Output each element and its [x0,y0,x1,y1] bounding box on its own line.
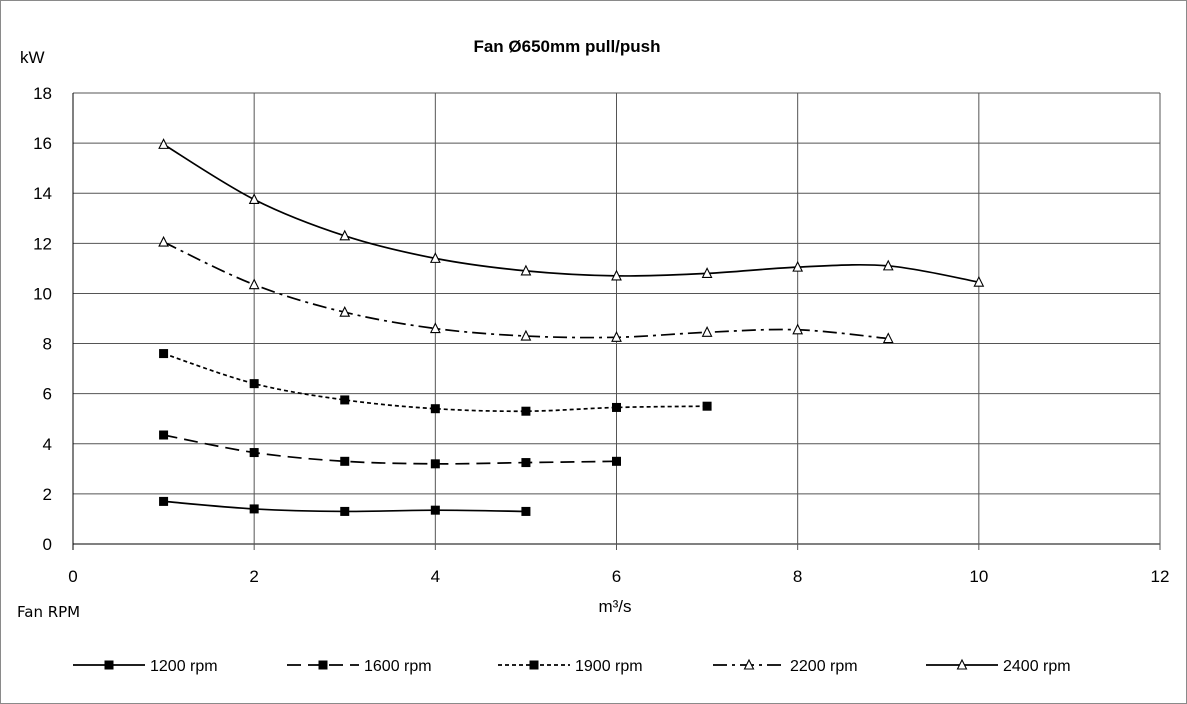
y-tick-label: 4 [43,435,52,454]
data-point [250,448,259,457]
legend-item: 1600 rpm [287,658,432,675]
fan-rpm-note: Fan RPM [17,603,80,621]
x-tick-label: 8 [793,567,802,586]
legend-item: 2200 rpm [713,658,858,675]
series-2400-rpm [159,139,983,286]
data-point [159,139,168,148]
series-line [164,242,889,338]
data-point [431,404,440,413]
y-axis-label: kW [20,48,45,67]
data-point [703,327,712,336]
series-2200-rpm [159,237,893,342]
legend-marker [105,661,114,670]
legend-label: 2400 rpm [1003,658,1071,675]
series-group [159,139,983,516]
series-1200-rpm [159,497,530,516]
x-tick-label: 2 [249,567,258,586]
legend-item: 1900 rpm [498,658,643,675]
data-point [159,237,168,246]
x-tick-label: 10 [969,567,988,586]
series-line [164,144,979,282]
series-line [164,435,617,464]
y-tick-label: 10 [33,284,52,303]
data-point [250,280,259,289]
data-point [340,507,349,516]
data-point [521,458,530,467]
y-tick-label: 2 [43,485,52,504]
legend-marker [530,661,539,670]
y-tick-label: 14 [33,184,52,203]
y-tick-label: 16 [33,134,52,153]
data-point [612,403,621,412]
data-point [250,194,259,203]
legend-label: 1600 rpm [364,658,432,675]
legend-marker [319,661,328,670]
data-point [431,459,440,468]
y-tick-label: 12 [33,234,52,253]
data-point [340,457,349,466]
legend-label: 2200 rpm [790,658,858,675]
data-point [340,395,349,404]
data-point [521,507,530,516]
legend: 1200 rpm 1600 rpm 1900 rpm 2200 rpm 2400 rpm [73,658,1071,675]
y-tick-label: 18 [33,84,52,103]
y-tick-label: 0 [43,535,52,554]
data-point [431,506,440,515]
legend-item: 2400 rpm [926,658,1071,675]
y-tick-label: 6 [43,385,52,404]
data-point [159,497,168,506]
legend-item: 1200 rpm [73,658,218,675]
legend-label: 1200 rpm [150,658,218,675]
data-point [159,349,168,358]
legend-label: 1900 rpm [575,658,643,675]
data-point [703,402,712,411]
data-point [612,457,621,466]
data-point [521,407,530,416]
x-axis-label: m³/s [598,597,631,616]
x-tick-label: 4 [431,567,440,586]
x-tick-label: 6 [612,567,621,586]
tick-labels: 0 2 4 6 8 10 12 14 16 18 0 2 4 6 8 10 12 [33,84,1169,586]
data-point [250,379,259,388]
gridlines [73,93,1160,550]
y-tick-label: 8 [43,335,52,354]
series-1600-rpm [159,431,621,469]
data-point [250,504,259,513]
x-tick-label: 12 [1151,567,1170,586]
x-tick-label: 0 [68,567,77,586]
data-point [159,431,168,440]
chart-title: Fan Ø650mm pull/push [473,37,660,56]
